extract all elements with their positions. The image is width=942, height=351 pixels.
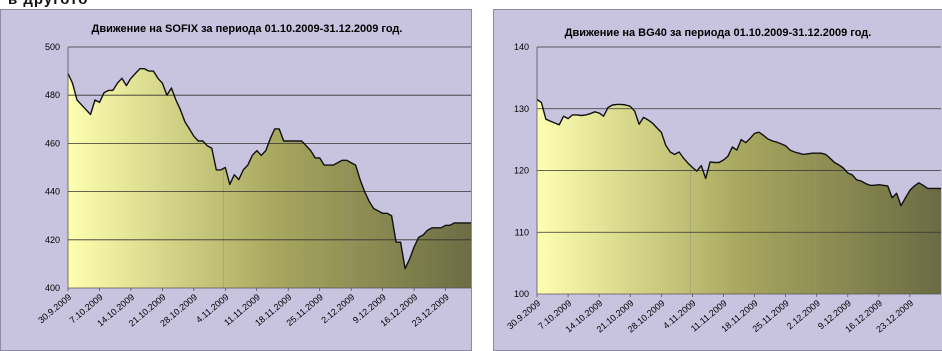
series-line [536, 98, 941, 207]
chart-title: Движение на SOFIX за периода 01.10.2009-… [92, 23, 403, 35]
y-tick-label: 120 [514, 166, 529, 176]
area-fill [537, 99, 941, 294]
y-tick-label: 420 [45, 235, 60, 245]
y-tick-label: 480 [45, 90, 60, 100]
y-tick-label: 400 [45, 283, 60, 293]
y-tick-label: 110 [515, 227, 529, 237]
y-tick-label: 440 [45, 187, 60, 197]
page-text-fragment: в другото [0, 0, 120, 10]
x-tick-label: 30.9.2009 [505, 298, 542, 331]
y-tick-label: 500 [45, 42, 60, 52]
sofix-chart-panel: Движение на SOFIX за периода 01.10.2009-… [0, 9, 472, 351]
x-tick-label: 2.12.2009 [785, 298, 822, 331]
chart-title: Движение на BG40 за периода 01.10.2009-3… [565, 27, 872, 39]
sofix-chart: Движение на SOFIX за периода 01.10.2009-… [36, 23, 471, 328]
series-line [67, 68, 471, 270]
x-tick-label: 30.9.2009 [36, 292, 73, 325]
x-tick-label: 2.12.2009 [319, 292, 356, 325]
y-tick-label: 100 [514, 289, 529, 299]
bg40-chart: Движение на BG40 за периода 01.10.2009-3… [505, 27, 941, 334]
y-tick-label: 140 [514, 42, 529, 52]
y-tick-label: 460 [45, 138, 60, 148]
bg40-chart-panel: Движение на BG40 за периода 01.10.2009-3… [493, 9, 942, 351]
y-tick-label: 130 [514, 104, 529, 114]
area-fill [68, 68, 471, 288]
